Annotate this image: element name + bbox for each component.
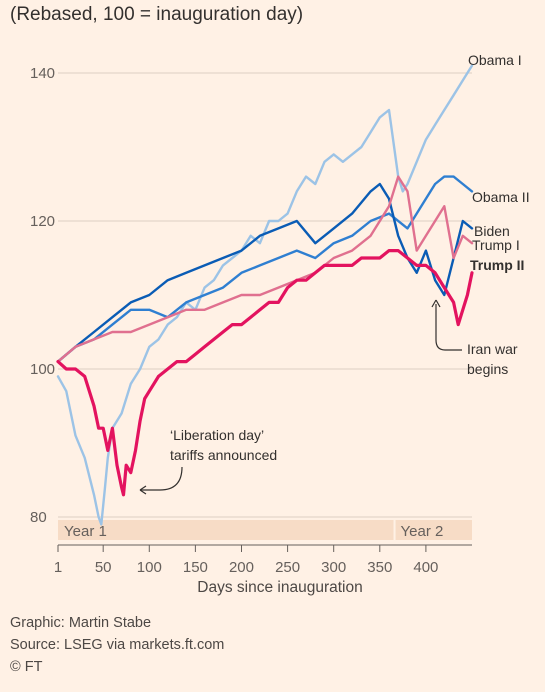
chart-footer: Graphic: Martin Stabe Source: LSEG via m…	[10, 612, 224, 678]
x-tick-label-400: 400	[413, 559, 438, 576]
x-tick-label-300: 300	[321, 559, 346, 576]
x-tick-label-1: 1	[54, 559, 62, 576]
series-label-trump-i: Trump I	[472, 237, 520, 253]
graphic-credit: Graphic: Martin Stabe	[10, 615, 152, 631]
series-label-obama-i: Obama I	[468, 52, 522, 68]
series-label-obama-ii: Obama II	[472, 189, 530, 205]
x-tick-label-50: 50	[95, 559, 112, 576]
series-label-biden: Biden	[474, 223, 510, 239]
series-line-trump-ii	[56, 249, 474, 497]
source-credit: Source: LSEG via markets.ft.com	[10, 637, 225, 653]
annotation-liberation-leader	[140, 466, 183, 491]
x-tick-label-150: 150	[183, 559, 208, 576]
chart-subtitle: (Rebased, 100 = inauguration day)	[10, 4, 304, 25]
period-band-1	[58, 520, 394, 540]
annotation-iran-line-1: Iran war	[467, 341, 518, 357]
annotation-iran-line-2: begins	[467, 361, 508, 377]
period-band-2	[394, 520, 472, 540]
annotation-liberation-line-1: ‘Liberation day’	[170, 427, 264, 443]
y-tick-label-120: 120	[30, 213, 55, 230]
annotation-iran-arrowhead	[431, 299, 441, 308]
series-line-biden	[56, 182, 474, 363]
copyright: © FT	[10, 659, 43, 675]
annotation-iran-leader	[435, 304, 462, 351]
x-tick-label-350: 350	[367, 559, 392, 576]
series-line-obama-ii	[56, 175, 474, 363]
y-tick-label-100: 100	[30, 361, 55, 378]
series-label-trump-ii: Trump II	[470, 257, 524, 273]
period-band-label-2: Year 2	[401, 523, 444, 540]
period-band-label-1: Year 1	[64, 523, 107, 540]
annotation-liberation-line-2: tariffs announced	[170, 447, 277, 463]
y-tick-label-140: 140	[30, 65, 55, 82]
x-axis-title: Days since inauguration	[197, 579, 362, 596]
y-tick-label-80: 80	[30, 509, 47, 526]
x-tick-label-250: 250	[275, 559, 300, 576]
annotation-liberation-arrowhead	[139, 485, 147, 495]
x-tick-label-200: 200	[229, 559, 254, 576]
series-line-trump-i	[56, 175, 474, 363]
x-tick-label-100: 100	[137, 559, 162, 576]
